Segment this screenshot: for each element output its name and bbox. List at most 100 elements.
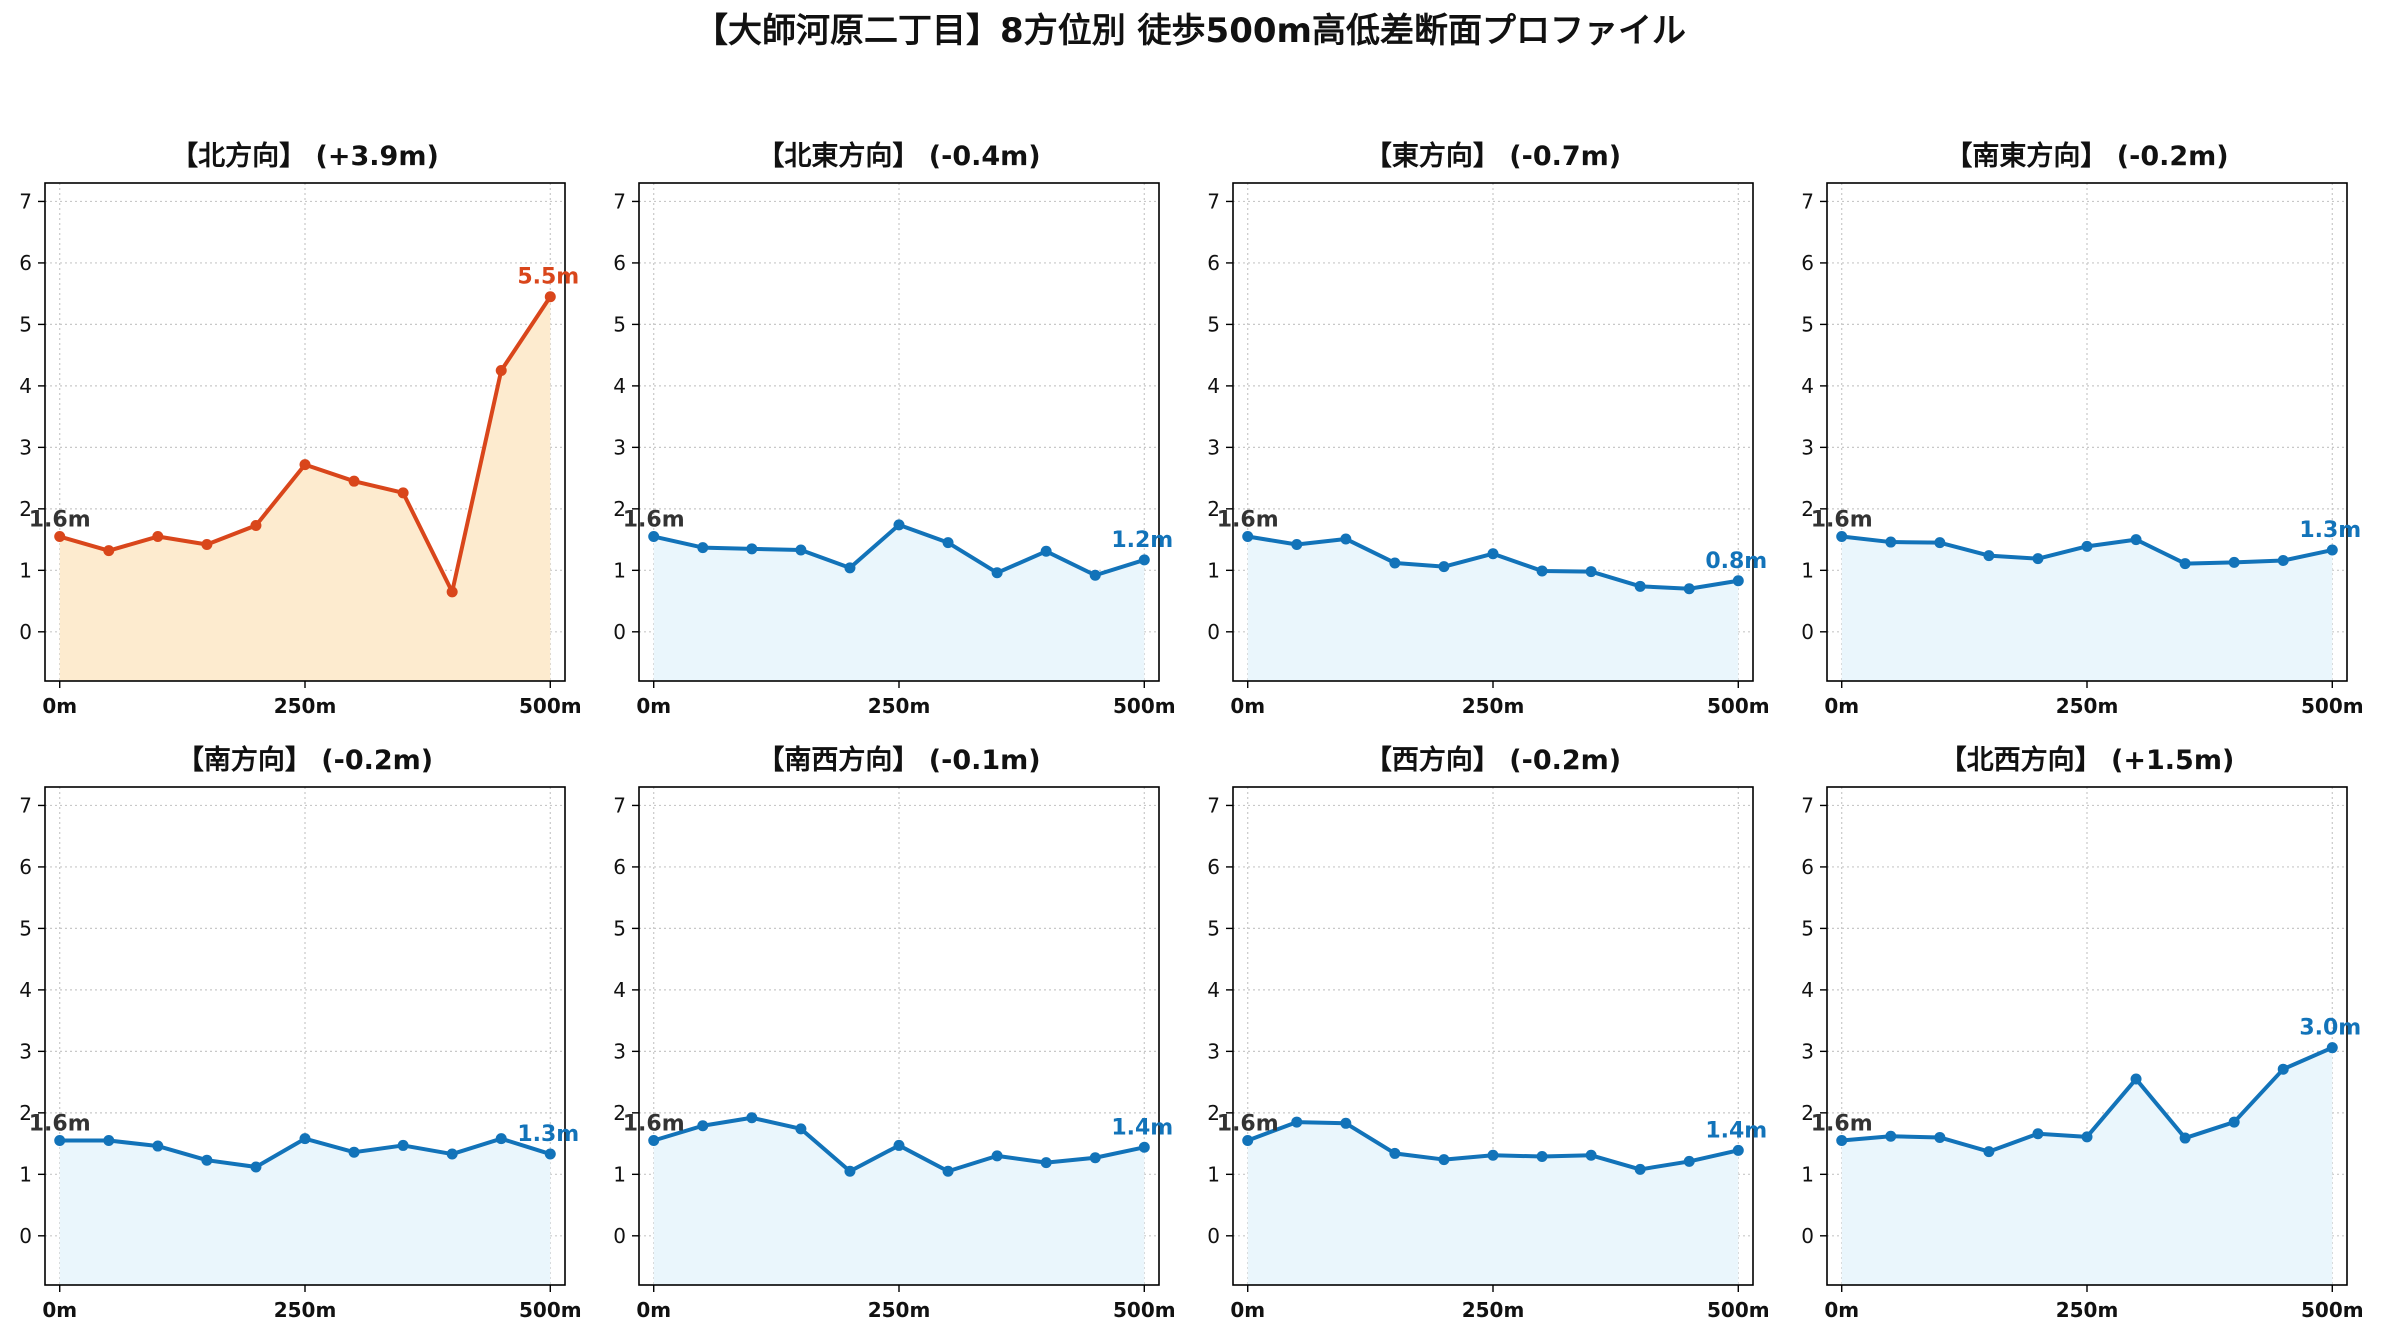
y-tick-label: 3	[19, 435, 32, 459]
y-tick-label: 5	[1207, 916, 1220, 940]
x-tick-label: 500m	[1707, 694, 1770, 718]
y-tick-label: 0	[1801, 1224, 1814, 1248]
data-point	[942, 1165, 954, 1177]
chart-panel: 【北東方向】 (-0.4m) 0 1 2 3 4 5 6 7 0m 250m 500m 1.6m 1.2m	[613, 140, 1175, 718]
y-tick-label: 4	[19, 978, 32, 1002]
y-tick-label: 4	[613, 978, 626, 1002]
x-tick-label: 500m	[519, 1298, 582, 1322]
start-elevation-label: 1.6m	[1811, 1112, 1873, 1137]
y-tick-label: 5	[1801, 916, 1814, 940]
y-tick-label: 2	[1801, 1101, 1814, 1125]
y-tick-label: 1	[1801, 1162, 1814, 1186]
data-point	[2277, 1063, 2289, 1075]
x-tick-label: 250m	[1462, 694, 1525, 718]
x-tick-label: 250m	[2056, 694, 2119, 718]
x-tick-label: 0m	[42, 694, 77, 718]
y-tick-label: 3	[19, 1039, 32, 1063]
y-tick-label: 1	[19, 558, 32, 582]
y-tick-label: 3	[613, 435, 626, 459]
y-tick-label: 2	[1207, 497, 1220, 521]
y-tick-label: 7	[1207, 189, 1220, 213]
start-elevation-label: 1.6m	[1217, 508, 1279, 533]
chart-panel: 【南方向】 (-0.2m) 0 1 2 3 4 5 6 7 0m 250m 500m 1.6m 1.3m	[19, 744, 581, 1322]
x-tick-label: 500m	[519, 694, 582, 718]
panel-title: 【南方向】 (-0.2m)	[177, 744, 433, 776]
data-point	[1438, 1154, 1450, 1166]
data-point	[1089, 569, 1101, 581]
data-point	[446, 586, 458, 598]
data-point	[103, 1135, 115, 1147]
data-point	[795, 544, 807, 556]
data-point	[1242, 1135, 1254, 1147]
y-tick-label: 7	[1801, 793, 1814, 817]
x-tick-label: 0m	[1230, 694, 1265, 718]
y-tick-label: 5	[1801, 312, 1814, 336]
elevation-area	[59, 296, 551, 681]
data-point	[2032, 1128, 2044, 1140]
y-tick-label: 0	[613, 1224, 626, 1248]
data-point	[942, 537, 954, 549]
elevation-area	[1841, 1047, 2333, 1285]
y-tick-label: 7	[1207, 793, 1220, 817]
panel-title: 【北東方向】 (-0.4m)	[757, 140, 1040, 172]
data-point	[1732, 575, 1744, 587]
chart-panel: 【西方向】 (-0.2m) 0 1 2 3 4 5 6 7 0m 250m 500m 1.6m 1.4m	[1207, 744, 1769, 1322]
y-tick-label: 4	[19, 374, 32, 398]
data-point	[893, 1139, 905, 1151]
y-tick-label: 5	[19, 916, 32, 940]
data-point	[2179, 1132, 2191, 1144]
data-point	[1634, 580, 1646, 592]
panel-title: 【北方向】 (+3.9m)	[171, 140, 439, 172]
elevation-area	[1247, 536, 1739, 681]
y-tick-label: 0	[1207, 620, 1220, 644]
data-point	[1885, 1130, 1897, 1142]
y-tick-label: 6	[613, 251, 626, 275]
chart-panel: 【南東方向】 (-0.2m) 0 1 2 3 4 5 6 7 0m 250m 500m 1.6m 1.3m	[1801, 140, 2363, 718]
y-tick-label: 2	[19, 497, 32, 521]
panel-title: 【東方向】 (-0.7m)	[1365, 140, 1621, 172]
panel-title: 【南西方向】 (-0.1m)	[757, 744, 1040, 776]
data-point	[1340, 1117, 1352, 1129]
y-tick-label: 1	[1207, 558, 1220, 582]
x-tick-label: 250m	[1462, 1298, 1525, 1322]
y-tick-label: 6	[19, 251, 32, 275]
data-point	[2179, 558, 2191, 570]
end-elevation-label: 3.0m	[2299, 1016, 2361, 1041]
x-tick-label: 0m	[636, 1298, 671, 1322]
x-tick-label: 250m	[868, 694, 931, 718]
x-tick-label: 500m	[2301, 694, 2364, 718]
x-tick-label: 0m	[1824, 1298, 1859, 1322]
data-point	[1683, 583, 1695, 595]
elevation-area	[59, 1138, 551, 1285]
start-elevation-label: 1.6m	[1811, 508, 1873, 533]
end-elevation-label: 1.3m	[2299, 518, 2361, 543]
panel-title: 【南東方向】 (-0.2m)	[1945, 140, 2228, 172]
data-point	[495, 1133, 507, 1145]
y-tick-label: 2	[613, 1101, 626, 1125]
data-point	[697, 1120, 709, 1132]
data-point	[1536, 1151, 1548, 1163]
y-tick-label: 6	[1801, 251, 1814, 275]
end-elevation-label: 0.8m	[1705, 549, 1767, 574]
x-tick-label: 250m	[274, 694, 337, 718]
data-point	[1836, 531, 1848, 543]
end-elevation-label: 1.4m	[1705, 1118, 1767, 1143]
data-point	[201, 1154, 213, 1166]
y-tick-label: 6	[613, 855, 626, 879]
data-point	[1983, 1146, 1995, 1158]
data-point	[648, 1135, 660, 1147]
data-point	[1934, 1131, 1946, 1143]
x-tick-label: 500m	[1707, 1298, 1770, 1322]
y-tick-label: 5	[613, 312, 626, 336]
end-elevation-label: 1.3m	[517, 1122, 579, 1147]
y-tick-label: 4	[1801, 374, 1814, 398]
y-tick-label: 7	[613, 189, 626, 213]
x-tick-label: 250m	[868, 1298, 931, 1322]
data-point	[250, 1161, 262, 1173]
data-point	[103, 545, 115, 557]
y-tick-label: 0	[1207, 1224, 1220, 1248]
y-tick-label: 0	[1801, 620, 1814, 644]
x-tick-label: 500m	[1113, 694, 1176, 718]
data-point	[348, 1146, 360, 1158]
